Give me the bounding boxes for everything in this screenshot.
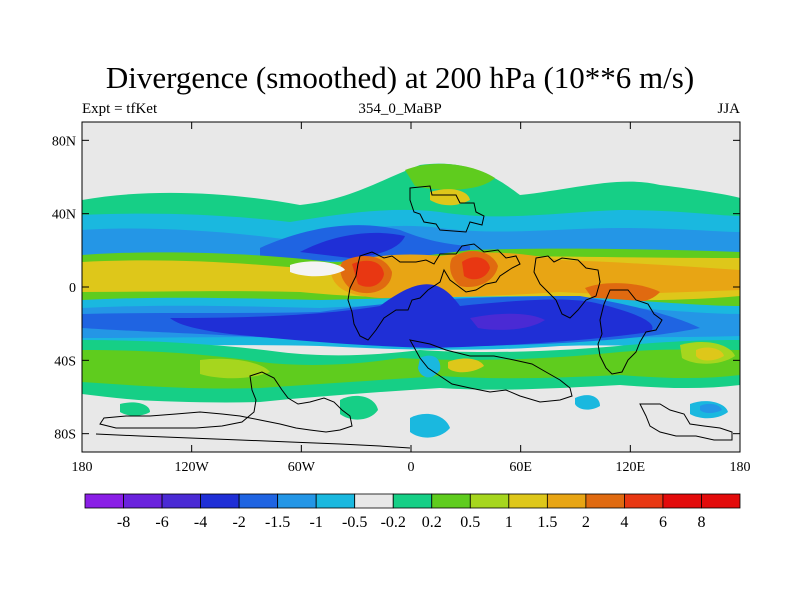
colorbar-swatch <box>200 493 240 509</box>
y-tick-label: 40N <box>52 208 76 223</box>
gondwana-south-outline <box>409 339 573 403</box>
colorbar-label: 4 <box>620 514 628 531</box>
sh-blue-patch-3 <box>700 403 722 413</box>
colorbar-swatch <box>354 493 394 509</box>
colorbar-swatch <box>624 493 664 509</box>
colorbar-label: -4 <box>194 514 207 531</box>
x-axis: 180 120W 60W 0 60E 120E 180 <box>72 122 751 475</box>
colorbar-swatch <box>546 493 587 509</box>
nh-yellow-patch <box>430 189 470 206</box>
colorbar-swatch <box>315 493 356 509</box>
y-tick-label: 80S <box>54 428 76 443</box>
colorbar-swatch <box>161 493 201 509</box>
sh-yellow-patch-center <box>448 358 484 373</box>
divergence-field <box>82 163 740 452</box>
y-axis: 80N 40N 0 40S 80S <box>52 134 740 443</box>
colorbar-swatch <box>508 493 548 509</box>
time-label: 354_0_MaBP <box>358 101 442 117</box>
x-tick-label: 120W <box>175 460 210 475</box>
x-tick-label: 180 <box>730 460 751 475</box>
sh-blue-patch-1 <box>410 413 450 438</box>
sh-yellow-patch-west <box>200 358 270 379</box>
sh-green-patch-1 <box>340 395 378 420</box>
east-africa-peak <box>462 257 490 280</box>
colorbar: -8 -6 -4 -2 -1.5 -1 -0.5 -0.2 0.2 0.5 1 1.5 2 4 6 8 <box>84 493 741 531</box>
nh-white-gap <box>290 261 345 277</box>
colorbar-swatch <box>431 493 471 509</box>
antarctic-outline <box>639 403 733 441</box>
colorbar-label: -0.2 <box>381 514 406 531</box>
y-tick-label: 40S <box>54 354 76 369</box>
x-tick-label: 0 <box>408 460 415 475</box>
y-tick-label: 80N <box>52 134 76 149</box>
gondwana-north-outline <box>347 243 521 341</box>
west-africa-peak <box>352 260 384 287</box>
pole-outline <box>95 433 411 449</box>
colorbar-label: -1.5 <box>265 514 290 531</box>
x-tick-label: 120E <box>616 460 646 475</box>
sh-green-patch-2 <box>120 402 150 416</box>
sh-blue-patch-4 <box>575 395 600 410</box>
chart-title: Divergence (smoothed) at 200 hPa (10**6 … <box>105 60 695 95</box>
sh-core-band <box>170 284 653 348</box>
colorbar-label: 0.2 <box>422 514 442 531</box>
colorbar-swatch <box>277 493 317 509</box>
continent-outlines <box>95 185 733 449</box>
season-label: JJA <box>717 101 740 117</box>
colorbar-swatch <box>469 493 510 509</box>
colorbar-swatch <box>585 493 625 509</box>
x-tick-label: 180 <box>72 460 93 475</box>
colorbar-swatch <box>701 493 741 509</box>
x-tick-label: 60E <box>509 460 532 475</box>
experiment-label: Expt = tfKet <box>82 101 158 117</box>
x-tick-label: 60W <box>288 460 316 475</box>
colorbar-label: -6 <box>155 514 168 531</box>
colorbar-label: 2 <box>582 514 590 531</box>
west-gondwana-outline <box>99 371 353 433</box>
colorbar-swatch <box>84 493 124 509</box>
y-tick-label: 0 <box>69 281 76 296</box>
laurussia-outline <box>409 185 485 233</box>
colorbar-label: -1 <box>310 514 323 531</box>
colorbar-swatch <box>392 493 433 509</box>
asia-blocks-outline <box>533 255 601 319</box>
south-china-outline <box>597 289 663 375</box>
nh-lightgreen-patch <box>405 163 495 190</box>
sh-max-east <box>696 347 724 361</box>
nh-deepblue-patch <box>300 232 405 258</box>
colorbar-label: 8 <box>697 514 705 531</box>
sh-deepest-patch <box>470 313 545 330</box>
colorbar-label: 1 <box>505 514 513 531</box>
colorbar-swatch <box>238 493 279 509</box>
colorbar-label: 6 <box>659 514 667 531</box>
sh-lightgreen-band <box>82 349 740 389</box>
colorbar-label: 0.5 <box>460 514 480 531</box>
colorbar-swatch <box>123 493 163 509</box>
colorbar-label: -2 <box>232 514 245 531</box>
colorbar-label: -0.5 <box>342 514 367 531</box>
colorbar-swatch <box>662 493 702 509</box>
colorbar-label: 1.5 <box>537 514 557 531</box>
colorbar-label: -8 <box>117 514 130 531</box>
